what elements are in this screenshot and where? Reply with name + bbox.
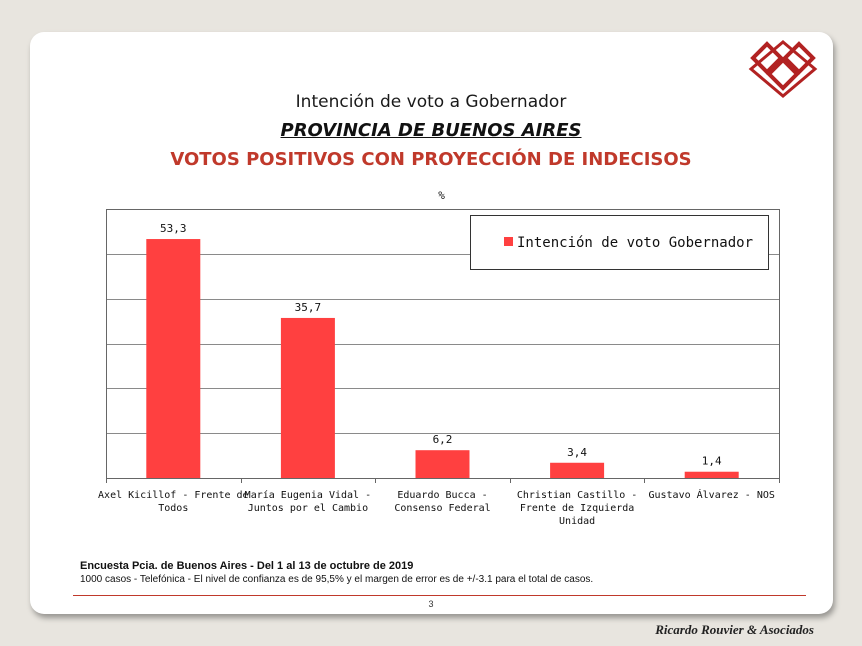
legend-box xyxy=(470,215,769,270)
bar xyxy=(415,450,470,478)
category-label: María Eugenia Vidal - xyxy=(245,489,371,501)
chart-subtitle-province: PROVINCIA DE BUENOS AIRES xyxy=(280,120,582,141)
category-label: Unidad xyxy=(559,516,595,527)
data-label: 1,4 xyxy=(702,455,722,468)
footer-divider xyxy=(73,595,806,596)
data-label: 6,2 xyxy=(433,433,453,446)
data-label: 53,3 xyxy=(160,222,187,235)
bar xyxy=(146,239,201,478)
bar xyxy=(684,471,739,478)
category-label: Frente de Izquierda xyxy=(520,503,634,514)
brand-signature: Ricardo Rouvier & Asociados xyxy=(655,622,814,637)
category-label: Todos xyxy=(158,503,188,514)
category-label: Christian Castillo - xyxy=(517,490,637,501)
category-label: Consenso Federal xyxy=(394,503,490,514)
diamond-logo-icon xyxy=(748,40,818,98)
bar xyxy=(550,462,605,478)
survey-footnote: Encuesta Pcia. de Buenos Aires - Del 1 a… xyxy=(80,560,414,572)
legend-label: Intención de voto Gobernador xyxy=(517,235,753,251)
category-label: Eduardo Bucca - xyxy=(397,490,487,501)
chart-subtitle-votes: VOTOS POSITIVOS CON PROYECCIÓN DE INDECI… xyxy=(170,149,692,170)
survey-methodology: 1000 casos - Telefónica - El nivel de co… xyxy=(80,574,594,585)
chart-title: Intención de voto a Gobernador xyxy=(295,92,567,112)
category-label: Gustavo Álvarez - NOS xyxy=(648,488,774,501)
page-number: 3 xyxy=(428,599,434,609)
legend-swatch xyxy=(504,237,513,246)
data-label: 3,4 xyxy=(567,446,587,459)
data-label: 35,7 xyxy=(295,301,322,314)
bar xyxy=(280,317,335,478)
category-label: Axel Kicillof - Frente de xyxy=(98,490,249,501)
chart-unit-label: % xyxy=(438,189,445,202)
plot-area xyxy=(106,209,780,479)
category-label: Juntos por el Cambio xyxy=(248,503,368,514)
